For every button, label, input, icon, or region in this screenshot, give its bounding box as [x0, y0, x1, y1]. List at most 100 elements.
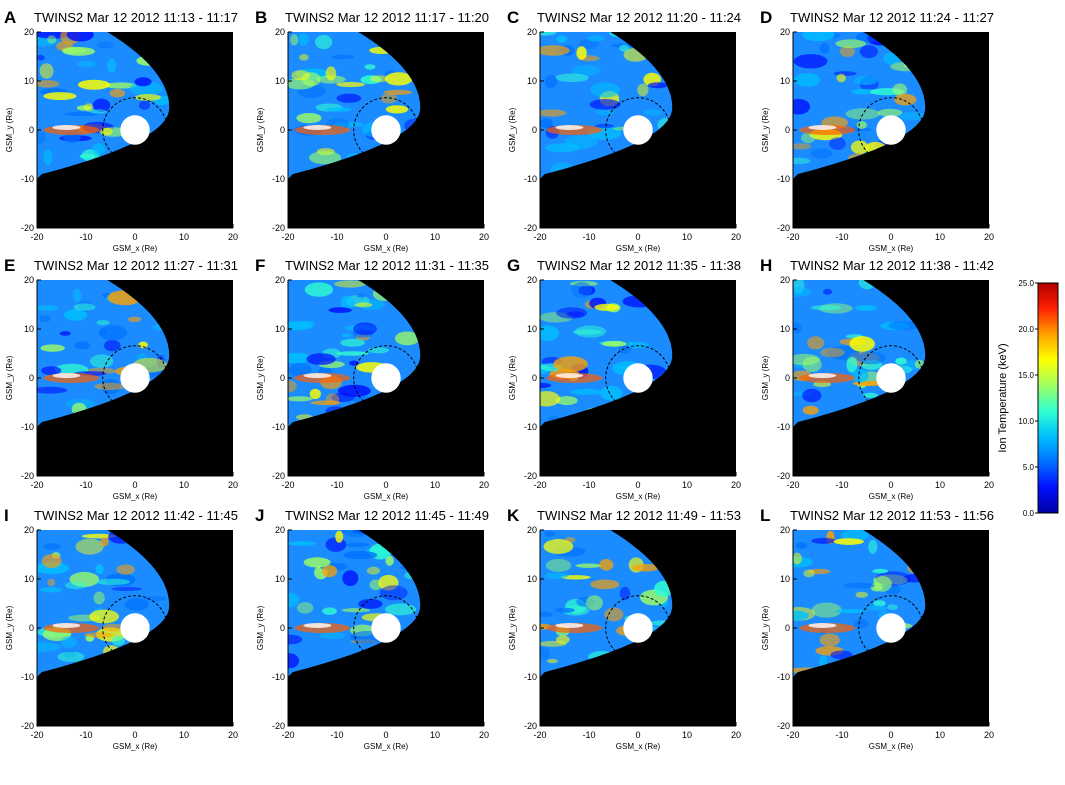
y-tick-label: 20 [275, 27, 285, 37]
x-tick-label: 0 [383, 480, 388, 490]
x-tick-label: -20 [281, 480, 294, 490]
panel-letter: E [4, 256, 15, 275]
y-axis-label: GSM_y (Re) [5, 355, 14, 400]
x-tick-label: 10 [682, 730, 692, 740]
y-tick-label: -20 [524, 721, 537, 731]
earth-disk [371, 363, 401, 393]
y-tick-label: -20 [777, 471, 790, 481]
panel-b: -20 -10 0 10 20 20 10 0 -10 -20 GSM_x (Re) GSM_y (R… [255, 8, 489, 253]
y-tick-label: 10 [275, 574, 285, 584]
y-tick-label: -10 [777, 174, 790, 184]
x-tick-label: 0 [635, 730, 640, 740]
y-tick-label: 20 [275, 275, 285, 285]
earth-disk [371, 613, 401, 643]
dashed-orbit-circle [858, 595, 924, 661]
x-tick-label: 20 [984, 232, 994, 242]
y-tick-label: 20 [780, 275, 790, 285]
panel-title: TWINS2 Mar 12 2012 11:31 - 11:35 [285, 258, 489, 273]
earth-disk [623, 363, 653, 393]
x-tick-label: 20 [479, 730, 489, 740]
y-tick-label: 0 [280, 623, 285, 633]
x-tick-label: -10 [582, 480, 595, 490]
earth-disk [623, 115, 653, 145]
panel-c: -20 -10 0 10 20 20 10 0 -10 -20 GSM_x (Re) GSM_y (R… [507, 8, 741, 253]
colorbar-tick-label: 0.0 [1023, 509, 1035, 518]
panel-letter: K [507, 506, 520, 525]
y-tick-label: 0 [532, 125, 537, 135]
y-tick-label: -10 [524, 672, 537, 682]
x-axis-label: GSM_x (Re) [113, 742, 158, 751]
panel-k: -20 -10 0 10 20 20 10 0 -10 -20 GSM_x (Re) GSM_y (R… [507, 506, 741, 751]
earth-disk [876, 115, 906, 145]
y-axis-label: GSM_y (Re) [508, 355, 517, 400]
x-tick-label: 20 [228, 480, 238, 490]
panel-l: -20 -10 0 10 20 20 10 0 -10 -20 GSM_x (Re) GSM_y (R… [760, 506, 994, 751]
panel-d: -20 -10 0 10 20 20 10 0 -10 -20 GSM_x (Re) GSM_y (R… [760, 8, 994, 253]
y-tick-label: -10 [777, 672, 790, 682]
y-axis-label: GSM_y (Re) [508, 107, 517, 152]
colorbar-label: Ion Temperature (keV) [997, 343, 1009, 452]
panel-title: TWINS2 Mar 12 2012 11:13 - 11:17 [34, 10, 238, 25]
y-tick-label: 0 [280, 125, 285, 135]
x-tick-label: -20 [30, 480, 43, 490]
x-tick-label: 0 [888, 730, 893, 740]
x-tick-label: 0 [888, 232, 893, 242]
y-tick-label: 20 [780, 27, 790, 37]
x-tick-label: -10 [582, 232, 595, 242]
x-axis-label: GSM_x (Re) [113, 244, 158, 253]
x-tick-label: -10 [79, 730, 92, 740]
x-tick-label: -20 [281, 730, 294, 740]
y-tick-label: 10 [780, 574, 790, 584]
x-tick-label: -20 [281, 232, 294, 242]
y-tick-label: 10 [24, 76, 34, 86]
x-tick-label: 10 [430, 232, 440, 242]
y-tick-label: 0 [29, 373, 34, 383]
colorbar-tick-label: 5.0 [1023, 463, 1035, 472]
dashed-orbit-circle [102, 97, 168, 163]
panel-e: -20 -10 0 10 20 20 10 0 -10 -20 GSM_x (Re) GSM_y (R… [4, 256, 238, 501]
earth-disk [120, 363, 150, 393]
y-tick-label: 10 [527, 574, 537, 584]
x-tick-label: -10 [330, 730, 343, 740]
y-tick-label: 10 [527, 76, 537, 86]
colorbar-tick-label: 10.0 [1018, 417, 1034, 426]
y-tick-label: -20 [21, 471, 34, 481]
y-tick-label: 0 [785, 373, 790, 383]
x-tick-label: 0 [132, 232, 137, 242]
x-tick-label: 10 [179, 480, 189, 490]
y-tick-label: 10 [780, 324, 790, 334]
y-tick-label: 20 [527, 27, 537, 37]
dashed-orbit-circle [353, 595, 419, 661]
earth-disk [623, 613, 653, 643]
y-axis-label: GSM_y (Re) [256, 605, 265, 650]
dashed-orbit-circle [858, 345, 924, 411]
panel-f: -20 -10 0 10 20 20 10 0 -10 -20 GSM_x (Re) GSM_y (R… [255, 256, 489, 501]
y-tick-label: -20 [272, 471, 285, 481]
y-tick-label: -20 [21, 223, 34, 233]
y-tick-label: -10 [272, 174, 285, 184]
x-tick-label: 10 [430, 480, 440, 490]
y-tick-label: -10 [524, 174, 537, 184]
y-tick-label: -20 [21, 721, 34, 731]
colorbar-tick-label: 20.0 [1018, 325, 1034, 334]
ion-temperature-map [793, 32, 926, 184]
y-tick-label: 10 [275, 76, 285, 86]
dashed-orbit-circle [605, 97, 671, 163]
y-tick-label: -10 [21, 174, 34, 184]
x-tick-label: 20 [228, 232, 238, 242]
earth-disk [120, 613, 150, 643]
x-axis-label: GSM_x (Re) [113, 492, 158, 501]
panel-letter: D [760, 8, 772, 27]
y-tick-label: 20 [527, 275, 537, 285]
x-tick-label: 0 [132, 730, 137, 740]
x-axis-label: GSM_x (Re) [364, 742, 409, 751]
y-tick-label: -20 [272, 223, 285, 233]
x-tick-label: 10 [179, 730, 189, 740]
y-tick-label: 20 [24, 275, 34, 285]
y-tick-label: -10 [21, 672, 34, 682]
panel-j: -20 -10 0 10 20 20 10 0 -10 -20 GSM_x (Re) GSM_y (R… [255, 506, 489, 751]
x-tick-label: 20 [479, 480, 489, 490]
earth-disk [876, 363, 906, 393]
panel-h: -20 -10 0 10 20 20 10 0 -10 -20 GSM_x (Re) GSM_y (R… [760, 256, 994, 501]
x-tick-label: -20 [533, 232, 546, 242]
